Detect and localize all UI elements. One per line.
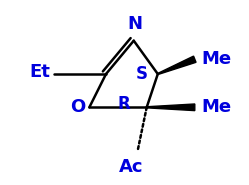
Text: N: N <box>127 15 142 33</box>
Text: Me: Me <box>201 98 231 116</box>
Text: Et: Et <box>30 63 51 81</box>
Polygon shape <box>147 104 195 111</box>
Text: R: R <box>117 95 130 113</box>
Polygon shape <box>158 56 196 75</box>
Text: Me: Me <box>201 50 231 68</box>
Text: S: S <box>136 65 148 83</box>
Text: Ac: Ac <box>119 157 143 176</box>
Text: O: O <box>70 98 85 116</box>
